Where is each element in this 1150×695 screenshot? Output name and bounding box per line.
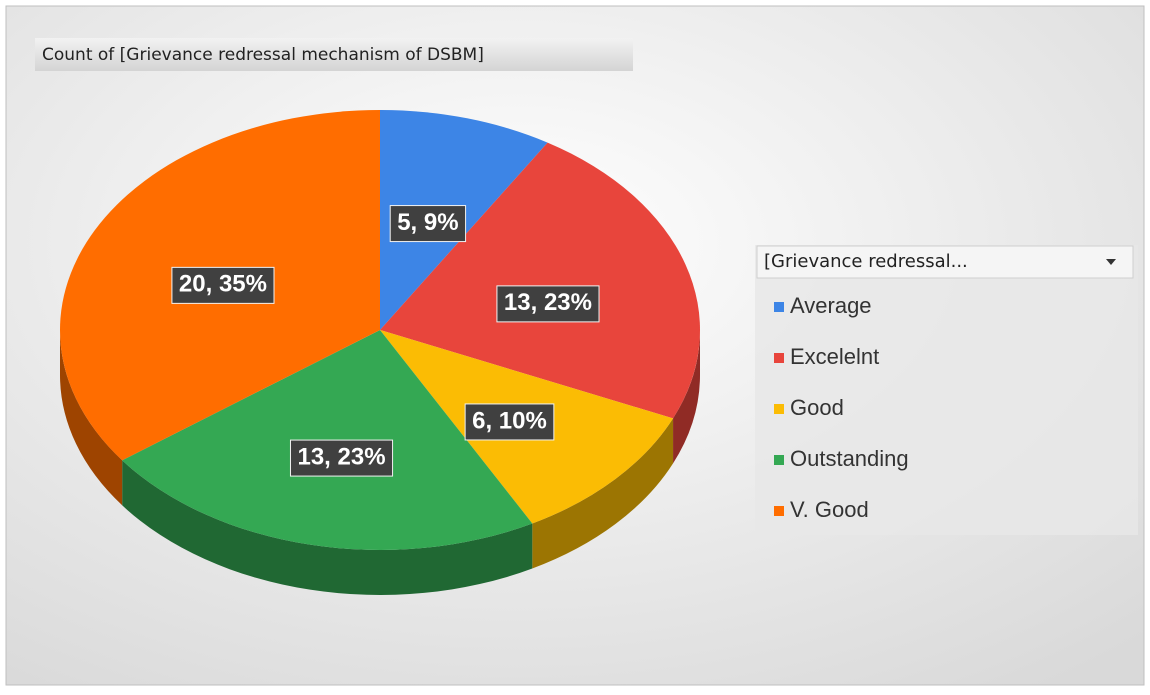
field-button[interactable] [35, 38, 633, 71]
data-label-box [389, 205, 467, 243]
data-label: 5, 9% [397, 209, 458, 236]
chart-title: Count of [Grievance redressal mechanism … [42, 45, 484, 65]
data-label-box [171, 266, 275, 304]
data-label-box [289, 439, 394, 477]
legend-label: Excelelnt [790, 344, 879, 369]
legend-title: [Grievance redressal... [764, 251, 968, 272]
data-label: 13, 23% [297, 443, 385, 470]
legend-label: Average [790, 293, 872, 318]
legend-swatch [774, 404, 784, 414]
legend-swatch [774, 506, 784, 516]
pie-side [60, 330, 123, 506]
data-label-box [464, 403, 555, 441]
data-label: 6, 10% [472, 407, 547, 434]
pie-slice [380, 142, 700, 419]
legend-label: Outstanding [790, 446, 909, 471]
legend [755, 245, 1138, 535]
legend-swatch [774, 455, 784, 465]
pie-side [532, 418, 674, 569]
dropdown-arrow[interactable] [1106, 259, 1116, 265]
pie-side [673, 330, 700, 464]
data-label: 13, 23% [504, 289, 592, 316]
legend-label: Good [790, 395, 844, 420]
legend-label: V. Good [790, 497, 869, 522]
legend-swatch [774, 353, 784, 363]
legend-swatch [774, 302, 784, 312]
data-label: 20, 35% [179, 271, 267, 298]
legend-field-button[interactable] [756, 245, 1134, 279]
data-label-box [496, 285, 600, 323]
pie: 5, 9% 13, 23% 6, 10% 13, 23% 20, 35% [60, 110, 700, 595]
pie-side [122, 460, 533, 595]
legend-items: Average Excelelnt Good Outstanding V. Good [774, 293, 909, 522]
